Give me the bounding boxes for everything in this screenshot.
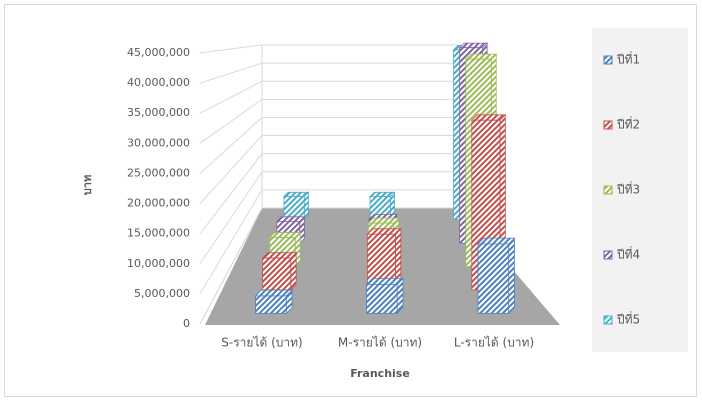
x-axis-title: Franchise [350,367,410,380]
y-tick-label: 0 [183,317,190,330]
bar-top [282,191,310,197]
y-tick-label: 5,000,000 [134,287,190,300]
legend-label: ปีที่1 [616,51,640,67]
legend-label: ปีที่3 [616,181,640,197]
bar-top [470,114,507,121]
legend-swatch [603,185,613,195]
legend-label: ปีที่2 [616,116,640,132]
y-tick-label: 30,000,000 [127,136,190,149]
bar-group [282,191,310,221]
x-tick-label: S-รายได้ (บาท) [221,336,302,350]
bar-top [365,278,404,285]
bar-group [261,251,298,291]
bar-top [464,53,498,60]
bar-top [366,228,402,235]
bar-top [458,42,489,49]
bar-top [275,216,306,222]
bar-top [367,217,400,224]
bar [366,283,398,314]
y-tick-label: 10,000,000 [127,257,190,270]
legend-swatch [603,250,613,260]
y-tick-label: 35,000,000 [127,106,190,119]
bar-group [476,237,516,315]
y-axis-title: บาท [81,175,94,195]
chart-border [4,4,697,397]
bar-group [254,289,294,315]
bar-group [369,191,396,221]
legend-label: ปีที่5 [616,311,640,327]
bar-side [508,237,515,315]
bar-top [268,232,302,238]
bar-top [369,191,396,197]
y-tick-label: 25,000,000 [127,166,190,179]
bar-top [261,252,298,259]
x-tick-label: L-รายได้ (บาท) [454,336,534,350]
bar-side [290,251,297,291]
y-tick-label: 20,000,000 [127,197,190,210]
bar [262,257,292,291]
bar-group [365,277,404,315]
y-tick-label: 15,000,000 [127,227,190,240]
left-wall-edge [199,45,263,325]
y-tick-label: 40,000,000 [127,76,190,89]
bar [477,243,510,314]
y-tick-label: 45,000,000 [127,46,190,59]
bar-top [254,289,294,297]
legend-swatch [603,55,613,65]
x-tick-label: M-รายได้ (บาท) [338,336,422,350]
bar [283,196,305,221]
legend-swatch [603,120,613,130]
legend-swatch [603,315,613,325]
legend-label: ปีที่4 [616,246,640,262]
bar-top [476,237,516,245]
bar [255,295,287,314]
